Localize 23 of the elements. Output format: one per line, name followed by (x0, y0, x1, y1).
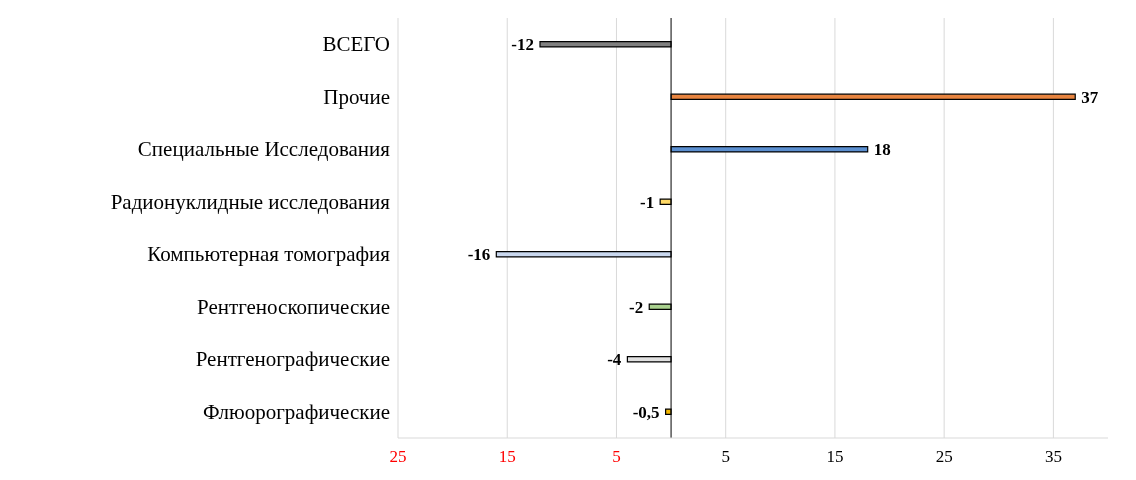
data-label: -4 (607, 350, 622, 370)
y-tick-label: Рентгенографические (195, 347, 390, 372)
y-tick-label: Флюорографические (203, 399, 390, 424)
x-tick-label: 15 (498, 447, 516, 466)
x-tick-label: 15 (826, 447, 844, 466)
y-tick-label: ВСЕГО (322, 32, 390, 57)
x-tick-label: 5 (721, 447, 730, 466)
x-tick-label: 25 (389, 447, 407, 466)
y-tick-label: Радионуклидные исследования (110, 189, 391, 214)
data-label: -16 (467, 245, 491, 265)
x-tick-label: 35 (1044, 447, 1062, 466)
x-tick-label: 25 (935, 447, 953, 466)
data-label: 37 (1081, 87, 1099, 107)
data-label: -12 (511, 35, 534, 55)
y-tick-label: Прочие (323, 84, 390, 109)
y-tick-label: Рентгеноскопические (197, 294, 390, 319)
data-label: 18 (873, 140, 891, 160)
data-label: -0,5 (632, 402, 660, 422)
data-label: -2 (629, 297, 644, 317)
data-label: -1 (639, 192, 655, 212)
x-tick-label: 5 (612, 447, 621, 466)
y-tick-label: Специальные Исследования (137, 137, 391, 162)
y-tick-label: Компьютерная томография (147, 242, 391, 267)
